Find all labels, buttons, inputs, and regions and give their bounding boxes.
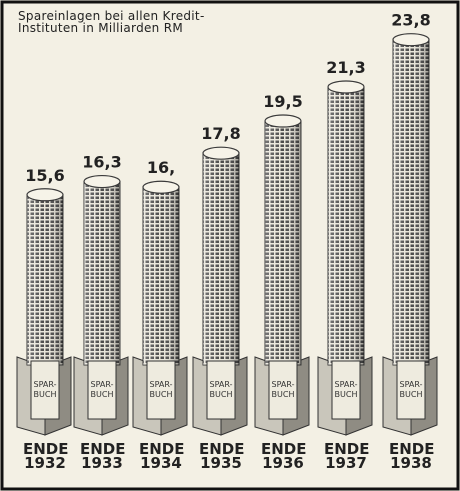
bar-shade (27, 195, 63, 365)
value-label: 23,8 (391, 11, 430, 30)
bar-top (265, 115, 301, 127)
bar-shade (265, 121, 301, 365)
value-label: 21,3 (326, 58, 365, 77)
chart-svg: SPAR-BUCH 15,6 SPAR-BUCH 16,3 SPAR-BUCH 16, SP… (0, 0, 460, 491)
x-tick-label: ENDE 1932 (23, 442, 67, 470)
book-label: SPAR-BUCH (34, 380, 57, 399)
bar-top (143, 181, 179, 193)
book-label: SPAR-BUCH (272, 380, 295, 399)
x-tick-label: ENDE 1933 (80, 442, 124, 470)
book-label: SPAR-BUCH (150, 380, 173, 399)
bar-top (393, 34, 429, 46)
value-label: 15,6 (25, 166, 64, 185)
book-label: SPAR-BUCH (210, 380, 233, 399)
x-tick-label: ENDE 1936 (261, 442, 305, 470)
value-label: 16, (147, 158, 175, 177)
bar-shade (328, 87, 364, 365)
x-tick-label: ENDE 1937 (324, 442, 368, 470)
book-label: SPAR-BUCH (400, 380, 423, 399)
x-tick-label: ENDE 1938 (389, 442, 433, 470)
bar-top (27, 189, 63, 201)
bar-shade (203, 153, 239, 365)
bar-shade (84, 182, 120, 365)
bar-top (203, 147, 239, 159)
book-label: SPAR-BUCH (335, 380, 358, 399)
chart: SPAR-BUCH 15,6 SPAR-BUCH 16,3 SPAR-BUCH 16, SP… (0, 0, 460, 491)
chart-title: Spareinlagen bei allen Kredit- Institute… (18, 10, 318, 34)
value-label: 19,5 (263, 92, 302, 111)
bar-top (84, 176, 120, 188)
value-label: 16,3 (82, 153, 121, 172)
bar-top (328, 81, 364, 93)
value-label: 17,8 (201, 124, 240, 143)
bar-shade (393, 40, 429, 365)
x-tick-label: ENDE 1934 (139, 442, 183, 470)
x-tick-label: ENDE 1935 (199, 442, 243, 470)
book-label: SPAR-BUCH (91, 380, 114, 399)
bar-shade (143, 187, 179, 365)
